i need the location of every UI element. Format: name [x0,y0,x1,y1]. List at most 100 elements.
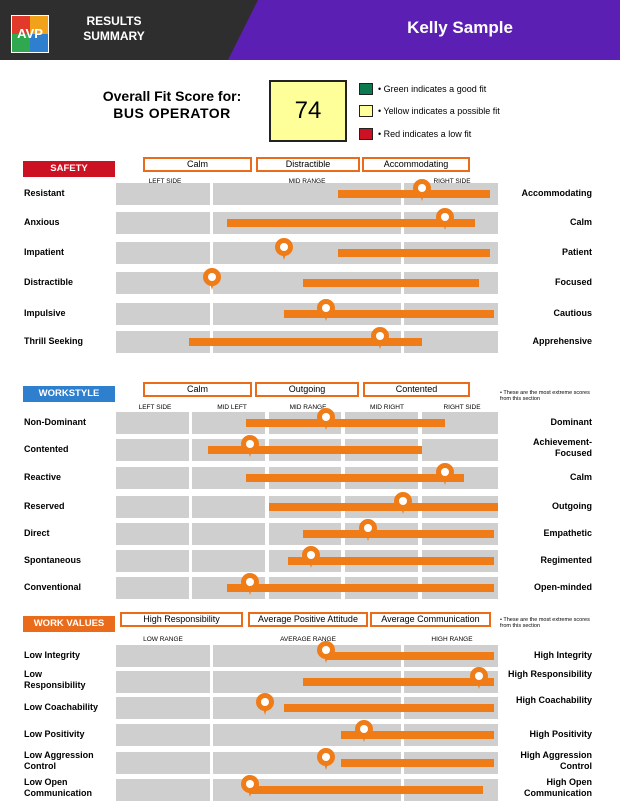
score-range-bar [341,731,495,739]
range-segment [116,697,210,719]
range-segment [213,183,401,205]
logo-text: AVP [17,26,43,41]
trait-left-label: Resistant [24,188,65,198]
trait-track [116,179,498,205]
trait-left-label: Anxious [24,217,60,227]
column-label: LOW RANGE [143,636,183,643]
top-trait-box: Calm [143,382,252,397]
score-marker-icon [301,546,320,568]
range-segment [116,550,189,572]
trait-right-label: High Open Communication [523,777,592,798]
trait-left-label: Low Integrity [24,650,80,660]
trait-track [116,463,498,489]
report-title-line1: RESULTS [86,14,142,28]
column-label: AVERAGE RANGE [280,636,336,643]
section-tag: SAFETY [23,161,115,177]
column-label: LEFT SIDE [138,404,172,411]
section-tag: WORK VALUES [23,616,115,632]
score-marker-icon [435,208,454,230]
score-marker-icon [370,327,389,349]
header-name-panel [228,0,620,60]
trait-left-label: Low Open Communication [24,777,93,798]
score-range-bar [249,786,483,794]
trait-right-label: High Responsibility [507,669,592,679]
range-segment [213,645,401,667]
range-segment [192,467,265,489]
trait-right-label: Outgoing [552,501,592,511]
section-note: • These are the most extreme scores from… [500,617,590,629]
trait-track [116,573,498,599]
trait-track [116,748,498,774]
column-label: HIGH RANGE [431,636,473,643]
section-note: • These are the most extreme scores from… [500,390,590,402]
report-title: RESULTS SUMMARY [74,14,154,44]
trait-right-label: High Positivity [529,729,592,739]
legend-item: • Red indicates a low fit [359,127,471,141]
range-segment [421,439,498,461]
score-range-bar [303,530,495,538]
trait-right-label: Accommodating [521,188,592,198]
trait-left-label: Low Aggression Control [24,750,94,771]
column-label: LEFT SIDE [148,178,182,185]
top-trait-box: Distractible [256,157,360,172]
score-range-bar [268,503,498,511]
score-marker-icon [393,492,412,514]
score-marker-icon [317,408,336,430]
top-trait-box: Accommodating [362,157,470,172]
column-label: MID LEFT [217,404,247,411]
score-range-bar [337,249,491,257]
trait-left-label: Impulsive [24,308,66,318]
score-marker-icon [255,693,274,715]
trait-left-label: Thrill Seeking [24,336,84,346]
column-label: MID RANGE [288,178,326,185]
trait-right-label: Achievement-Focused [532,437,592,458]
score-range-bar [226,219,476,227]
avp-logo [11,15,49,53]
fit-score-caption: Overall Fit Score for: [102,88,242,104]
range-segment [116,439,189,461]
trait-right-label: Focused [554,277,592,287]
score-marker-icon [317,641,336,663]
legend-swatch [359,105,373,117]
range-segment [116,779,210,801]
trait-left-label: Reserved [24,501,65,511]
trait-right-label: Cautious [553,308,592,318]
top-trait-box: Average Communication [370,612,491,627]
range-segment [404,331,498,353]
trait-left-label: Low Responsibility [24,669,86,690]
trait-left-label: Contented [24,444,69,454]
score-range-bar [287,557,495,565]
trait-track [116,519,498,545]
trait-track [116,435,498,461]
range-segment [192,412,265,434]
top-trait-box: Contented [363,382,470,397]
trait-left-label: Distractible [24,277,74,287]
trait-right-label: Regimented [540,555,592,565]
fit-score-label: Overall Fit Score for: BUS OPERATOR [92,88,252,122]
score-marker-icon [240,775,259,797]
score-marker-icon [469,667,488,689]
trait-track [116,208,498,234]
legend-item: • Green indicates a good fit [359,82,486,96]
score-range-bar [341,759,495,767]
range-segment [213,242,401,264]
score-range-bar [326,652,495,660]
score-marker-icon [359,519,378,541]
range-segment [213,724,401,746]
top-trait-box: High Responsibility [120,612,243,627]
range-segment [116,331,210,353]
score-marker-icon [317,299,336,321]
range-segment [421,412,498,434]
score-range-bar [303,279,479,287]
top-trait-box: Outgoing [255,382,359,397]
legend-swatch [359,83,373,95]
top-trait-box: Calm [143,157,252,172]
score-range-bar [245,419,445,427]
trait-right-label: Calm [569,472,592,482]
trait-left-label: Non-Dominant [24,417,86,427]
range-segment [116,645,210,667]
score-range-bar [188,338,422,346]
trait-track [116,775,498,801]
trait-left-label: Low Positivity [24,729,85,739]
column-label: RIGHT SIDE [443,404,481,411]
